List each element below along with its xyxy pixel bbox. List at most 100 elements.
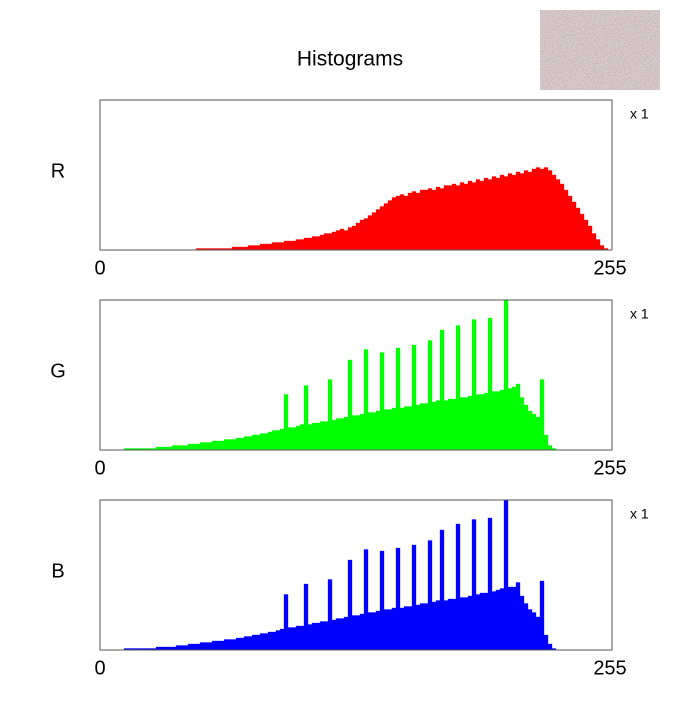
- histogram-bar: [283, 394, 289, 451]
- histogram-bar: [303, 237, 309, 251]
- histogram-bar: [387, 609, 393, 651]
- histogram-bar: [335, 618, 341, 651]
- histogram-bar: [555, 179, 561, 251]
- histogram-bar: [527, 410, 533, 451]
- histogram-bar: [311, 236, 317, 251]
- histogram-bar: [263, 433, 269, 451]
- histogram-bar: [491, 176, 497, 251]
- histogram-bar: [339, 418, 345, 451]
- histogram-bar: [467, 395, 473, 451]
- histogram-bar: [463, 183, 469, 251]
- histogram-bar: [407, 406, 413, 451]
- histogram-bar: [383, 203, 389, 251]
- histogram-bar: [575, 207, 581, 251]
- histogram-bar: [247, 636, 253, 651]
- histogram-bar: [371, 212, 377, 251]
- histogram-bar: [323, 621, 329, 651]
- histogram-bar: [315, 236, 321, 251]
- channel-label: G: [50, 360, 66, 382]
- histogram-bar: [343, 230, 349, 251]
- histogram-bar: [379, 352, 385, 451]
- histogram-bar: [299, 424, 305, 451]
- histogram-bar: [447, 398, 453, 451]
- histogram-bar: [383, 609, 389, 651]
- histogram-bar: [351, 415, 357, 451]
- histogram-bar: [391, 607, 397, 651]
- histogram-bar: [219, 440, 225, 451]
- histogram-bar: [511, 174, 517, 251]
- histogram-bar: [403, 606, 409, 651]
- channel-label: B: [51, 560, 64, 582]
- x-tick-label: 0: [94, 657, 105, 679]
- histogram-bar: [435, 600, 441, 651]
- histogram-bar: [411, 544, 417, 651]
- histogram-bar: [319, 421, 325, 451]
- histogram-bar: [219, 640, 225, 651]
- histogram-bar: [275, 630, 281, 651]
- histogram-bar: [595, 239, 601, 251]
- histogram-bar: [375, 610, 381, 651]
- histogram-bar: [303, 583, 309, 651]
- histogram-bar: [483, 392, 489, 451]
- histogram-bar: [251, 434, 257, 451]
- histogram-bar: [343, 616, 349, 651]
- histogram-bar: [183, 445, 189, 451]
- histogram-bar: [255, 245, 261, 251]
- histogram-bar: [467, 180, 473, 251]
- histogram-bar: [235, 637, 241, 651]
- histogram-bar: [523, 404, 529, 451]
- histogram-bar: [359, 413, 365, 451]
- histogram-bar: [387, 409, 393, 451]
- histogram-bar: [483, 177, 489, 251]
- histogram-bar: [443, 600, 449, 651]
- histogram-bar: [455, 325, 461, 451]
- histogram-bar: [375, 209, 381, 251]
- histogram-bar: [431, 601, 437, 651]
- plot-frame: [99, 499, 613, 651]
- histogram-bar: [199, 442, 205, 451]
- histogram-bar: [215, 640, 221, 651]
- histogram-bar: [303, 385, 309, 451]
- histogram-bar: [279, 428, 285, 451]
- histogram-bar: [563, 189, 569, 251]
- scale-label: x 1: [630, 106, 649, 122]
- histogram-bar: [371, 412, 377, 451]
- x-tick-label: 255: [593, 657, 626, 679]
- histogram-bar: [511, 386, 517, 451]
- histogram-bar: [531, 413, 537, 451]
- histogram-bar: [375, 410, 381, 451]
- histogram-bar: [475, 179, 481, 251]
- histogram-bar: [479, 394, 485, 451]
- histogram-bar: [367, 412, 373, 451]
- histogram-bar: [443, 400, 449, 451]
- histogram-bar: [347, 359, 353, 451]
- histogram-bar: [499, 588, 505, 651]
- histogram-bar: [359, 219, 365, 251]
- histogram-bar: [175, 645, 181, 651]
- histogram-bar: [207, 642, 213, 651]
- histogram-bar: [315, 622, 321, 651]
- histogram-bar: [515, 171, 521, 251]
- histogram-bar: [423, 189, 429, 251]
- histogram-bar: [183, 645, 189, 651]
- histogram-bar: [315, 422, 321, 451]
- histogram-bar: [171, 445, 177, 451]
- histogram-bar: [495, 177, 501, 251]
- histogram-bar: [571, 201, 577, 251]
- histogram-bar: [531, 168, 537, 251]
- histogram-bar: [495, 391, 501, 451]
- histogram-bar: [399, 407, 405, 451]
- histogram-bar: [215, 440, 221, 451]
- histogram-bar: [295, 625, 301, 651]
- histogram-bar: [503, 176, 509, 251]
- histogram-bar: [587, 225, 593, 251]
- histogram-bar: [191, 643, 197, 651]
- histogram-bar: [511, 586, 517, 651]
- histogram-bar: [435, 400, 441, 451]
- histogram-bar: [323, 233, 329, 251]
- histogram-bar: [243, 636, 249, 651]
- histogram-bar: [427, 188, 433, 251]
- histogram-bar: [351, 615, 357, 651]
- histogram-bar: [499, 174, 505, 251]
